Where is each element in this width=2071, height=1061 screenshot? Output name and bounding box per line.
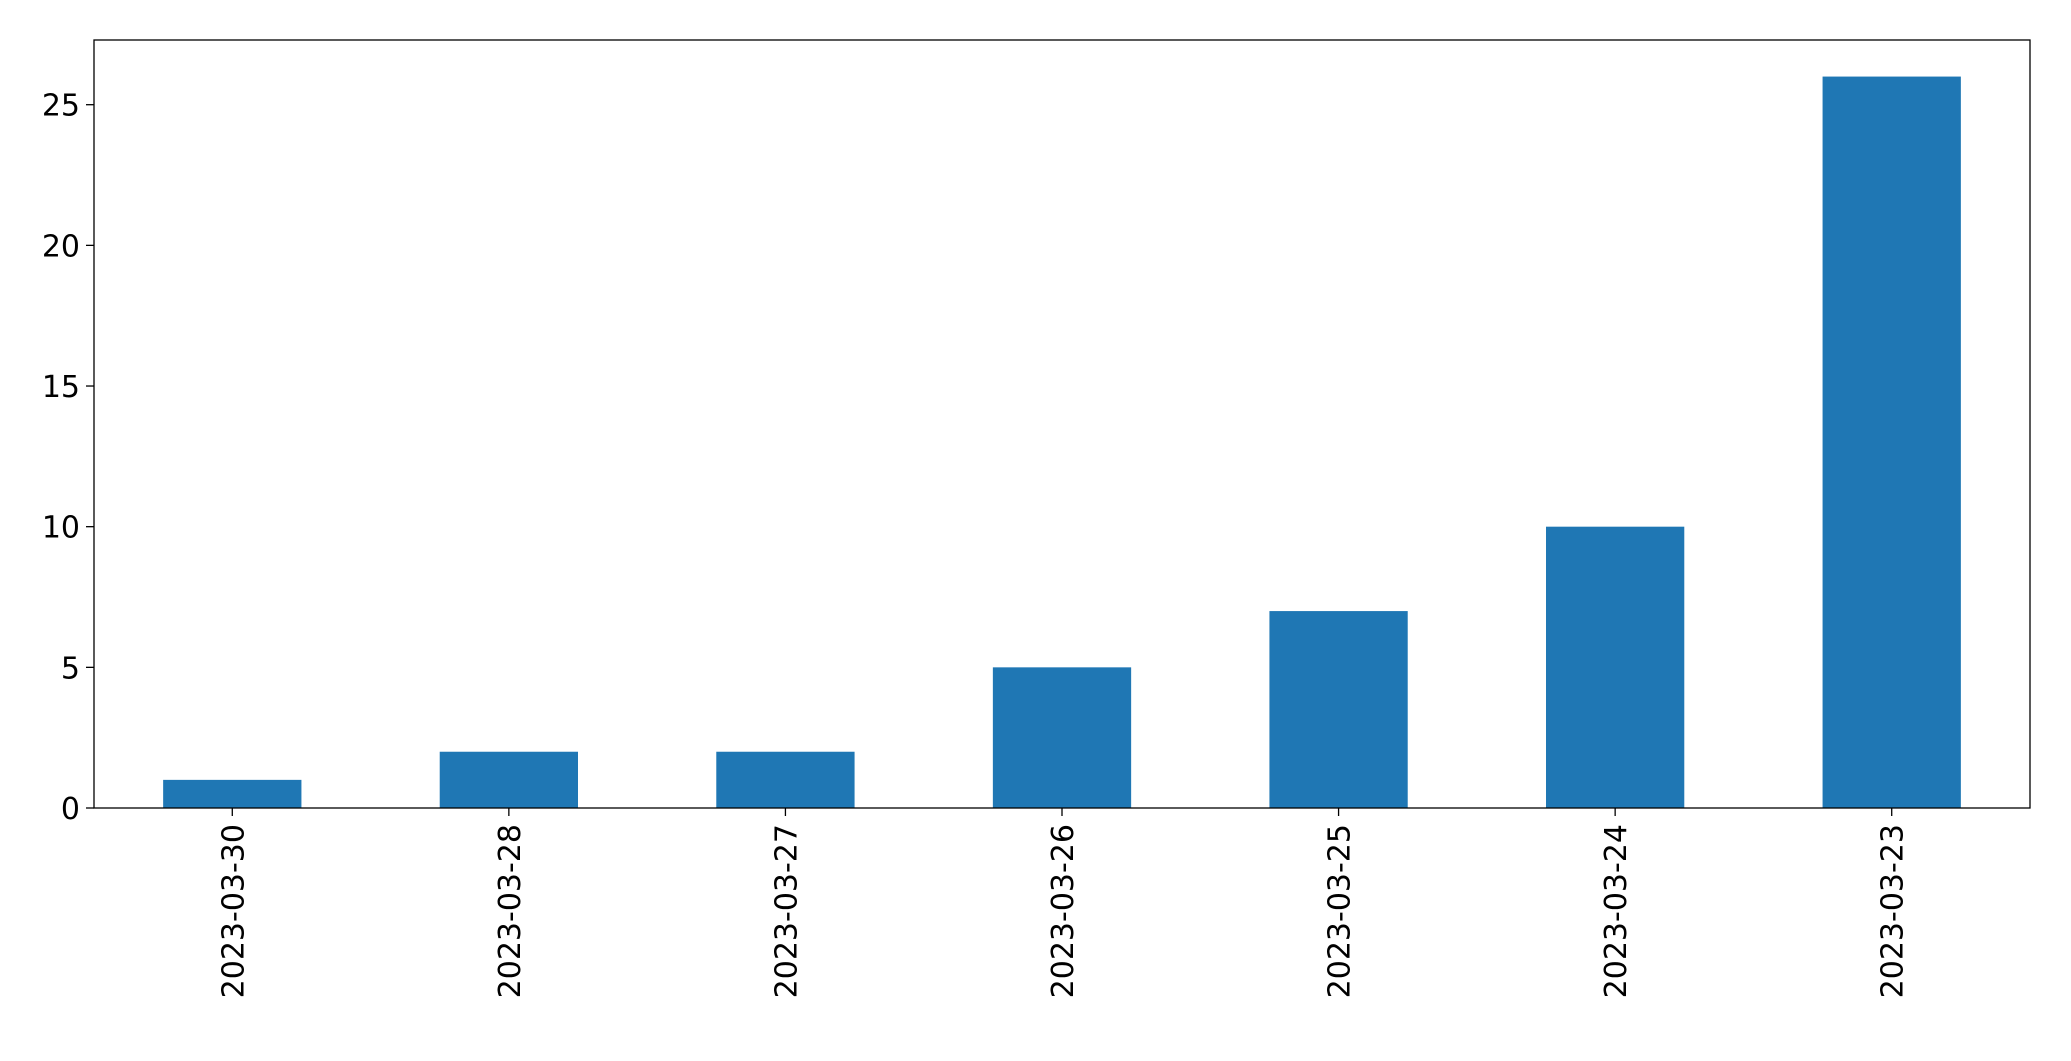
x-tick-label: 2023-03-26: [1046, 824, 1081, 998]
y-tick-label: 5: [61, 651, 80, 686]
bar: [992, 667, 1132, 808]
y-tick-label: 15: [42, 370, 80, 405]
x-tick-label: 2023-03-24: [1599, 824, 1634, 998]
x-tick-label: 2023-03-27: [769, 824, 804, 998]
plot-frame: [93, 39, 2031, 809]
bar: [439, 751, 578, 808]
bar: [1822, 76, 1961, 809]
y-tick-label: 20: [42, 229, 80, 264]
x-tick-label: 2023-03-28: [493, 824, 528, 998]
y-tick-label: 25: [42, 89, 80, 124]
x-tick-label: 2023-03-25: [1323, 824, 1358, 998]
x-tick-label: 2023-03-30: [216, 824, 251, 998]
bar: [163, 779, 302, 808]
bar: [1546, 526, 1685, 808]
y-tick-label: 0: [61, 792, 80, 827]
x-tick-label: 2023-03-23: [1876, 824, 1911, 998]
bar: [1269, 611, 1408, 808]
bar: [716, 751, 855, 808]
y-tick-label: 10: [42, 511, 80, 546]
